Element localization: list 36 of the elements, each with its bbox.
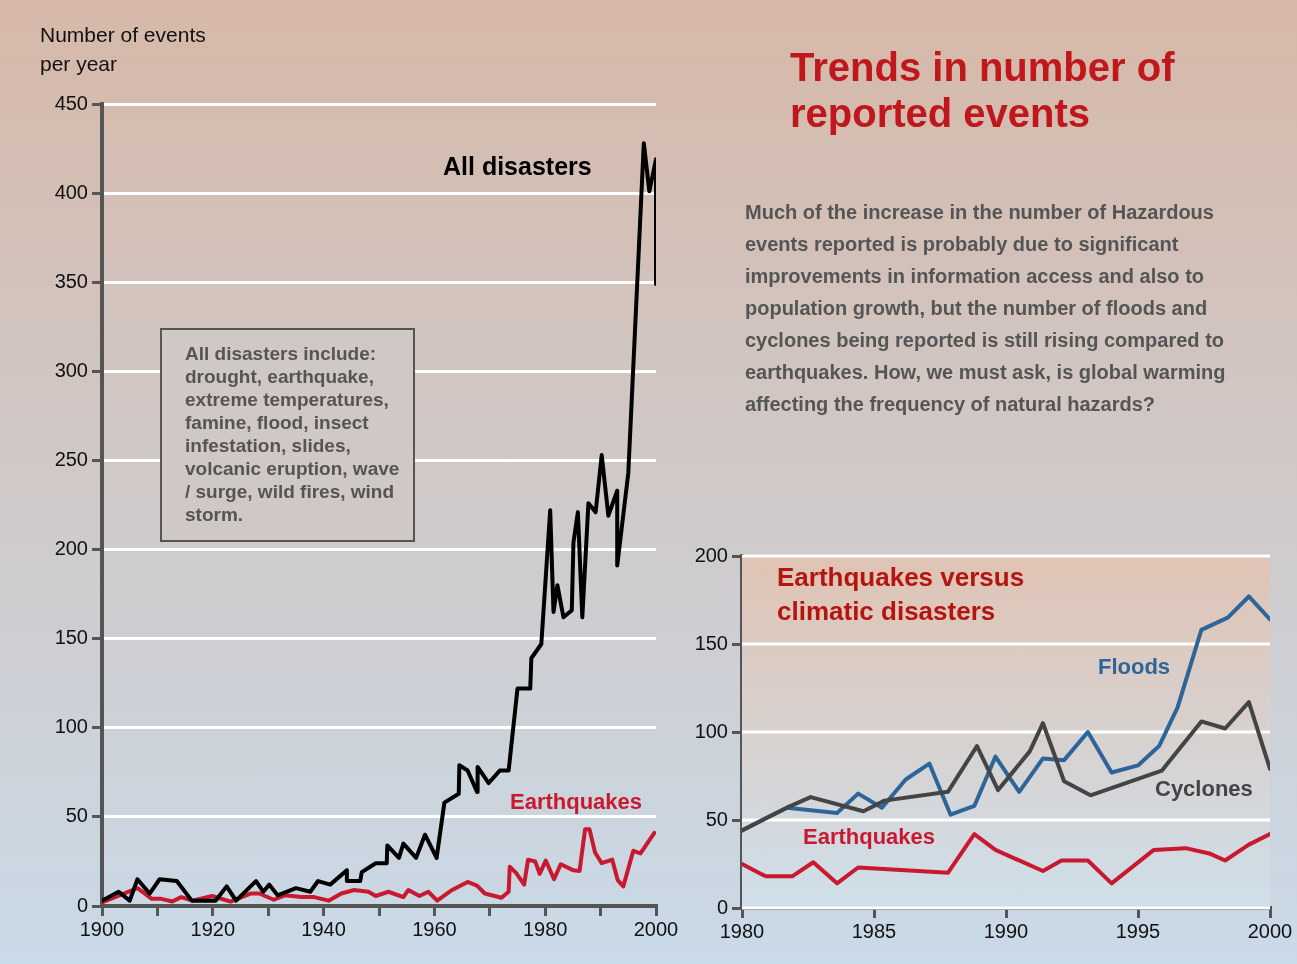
text: Much of the increase in the number of Hazardous events reported is probably due to significant improvements in information access and also to population growth, but the number of floods and cyclones being reported is still rising compared to earthquakes. How, we must ask, is global warming affecting the frequency of natural hazards? xyxy=(745,200,1227,417)
y-tick-label: 50 xyxy=(65,804,88,827)
y-tick-label: 150 xyxy=(54,626,88,649)
x-tick-label: 2000 xyxy=(1247,919,1293,942)
y-tick-label: 350 xyxy=(54,269,88,292)
series-label: Cyclones xyxy=(1155,776,1253,802)
y-tick-label: 100 xyxy=(694,719,728,742)
x-tick-label: 1940 xyxy=(301,917,346,940)
x-tick-label: 1920 xyxy=(190,917,236,940)
y-tick-label: 250 xyxy=(54,447,88,470)
x-tick-label: 1980 xyxy=(522,917,568,940)
y-tick-label: 150 xyxy=(694,631,728,654)
y-tick-label: 200 xyxy=(694,543,728,566)
x-tick-label: 1960 xyxy=(412,917,457,940)
x-tick-label: 1900 xyxy=(79,917,125,940)
text: All disasters xyxy=(443,151,592,180)
text: Earthquakes versus climatic disasters xyxy=(777,561,1026,628)
y-tick-label: 0 xyxy=(716,895,728,918)
y-axis-title: Number of events per year xyxy=(40,22,207,77)
y-tick-label: 450 xyxy=(54,91,88,114)
series-label: Earthquakes xyxy=(510,789,643,815)
y-tick-label: 100 xyxy=(54,715,88,738)
x-tick-label: 1995 xyxy=(1115,919,1161,942)
annotation: All disasters include: drought, earthquake, extreme temperatures, famine, flood, insect infestation, slides, volcanic eruption, wave / surge, wild fires, wind storm. xyxy=(160,328,415,542)
text: Trends in number of reported events xyxy=(790,44,1176,136)
x-tick-label: 1980 xyxy=(719,919,765,942)
y-tick-label: 50 xyxy=(705,807,728,830)
y-tick-label: 0 xyxy=(76,893,88,916)
x-tick-label: 1985 xyxy=(851,919,897,942)
y-tick-label: 400 xyxy=(54,180,88,203)
y-tick-label: 300 xyxy=(54,358,88,381)
series-label: Floods xyxy=(1098,654,1171,680)
x-tick-label: 2000 xyxy=(633,917,679,940)
x-tick-label: 1990 xyxy=(983,919,1029,942)
series-label: Earthquakes xyxy=(803,824,936,850)
y-tick-label: 200 xyxy=(54,537,88,560)
